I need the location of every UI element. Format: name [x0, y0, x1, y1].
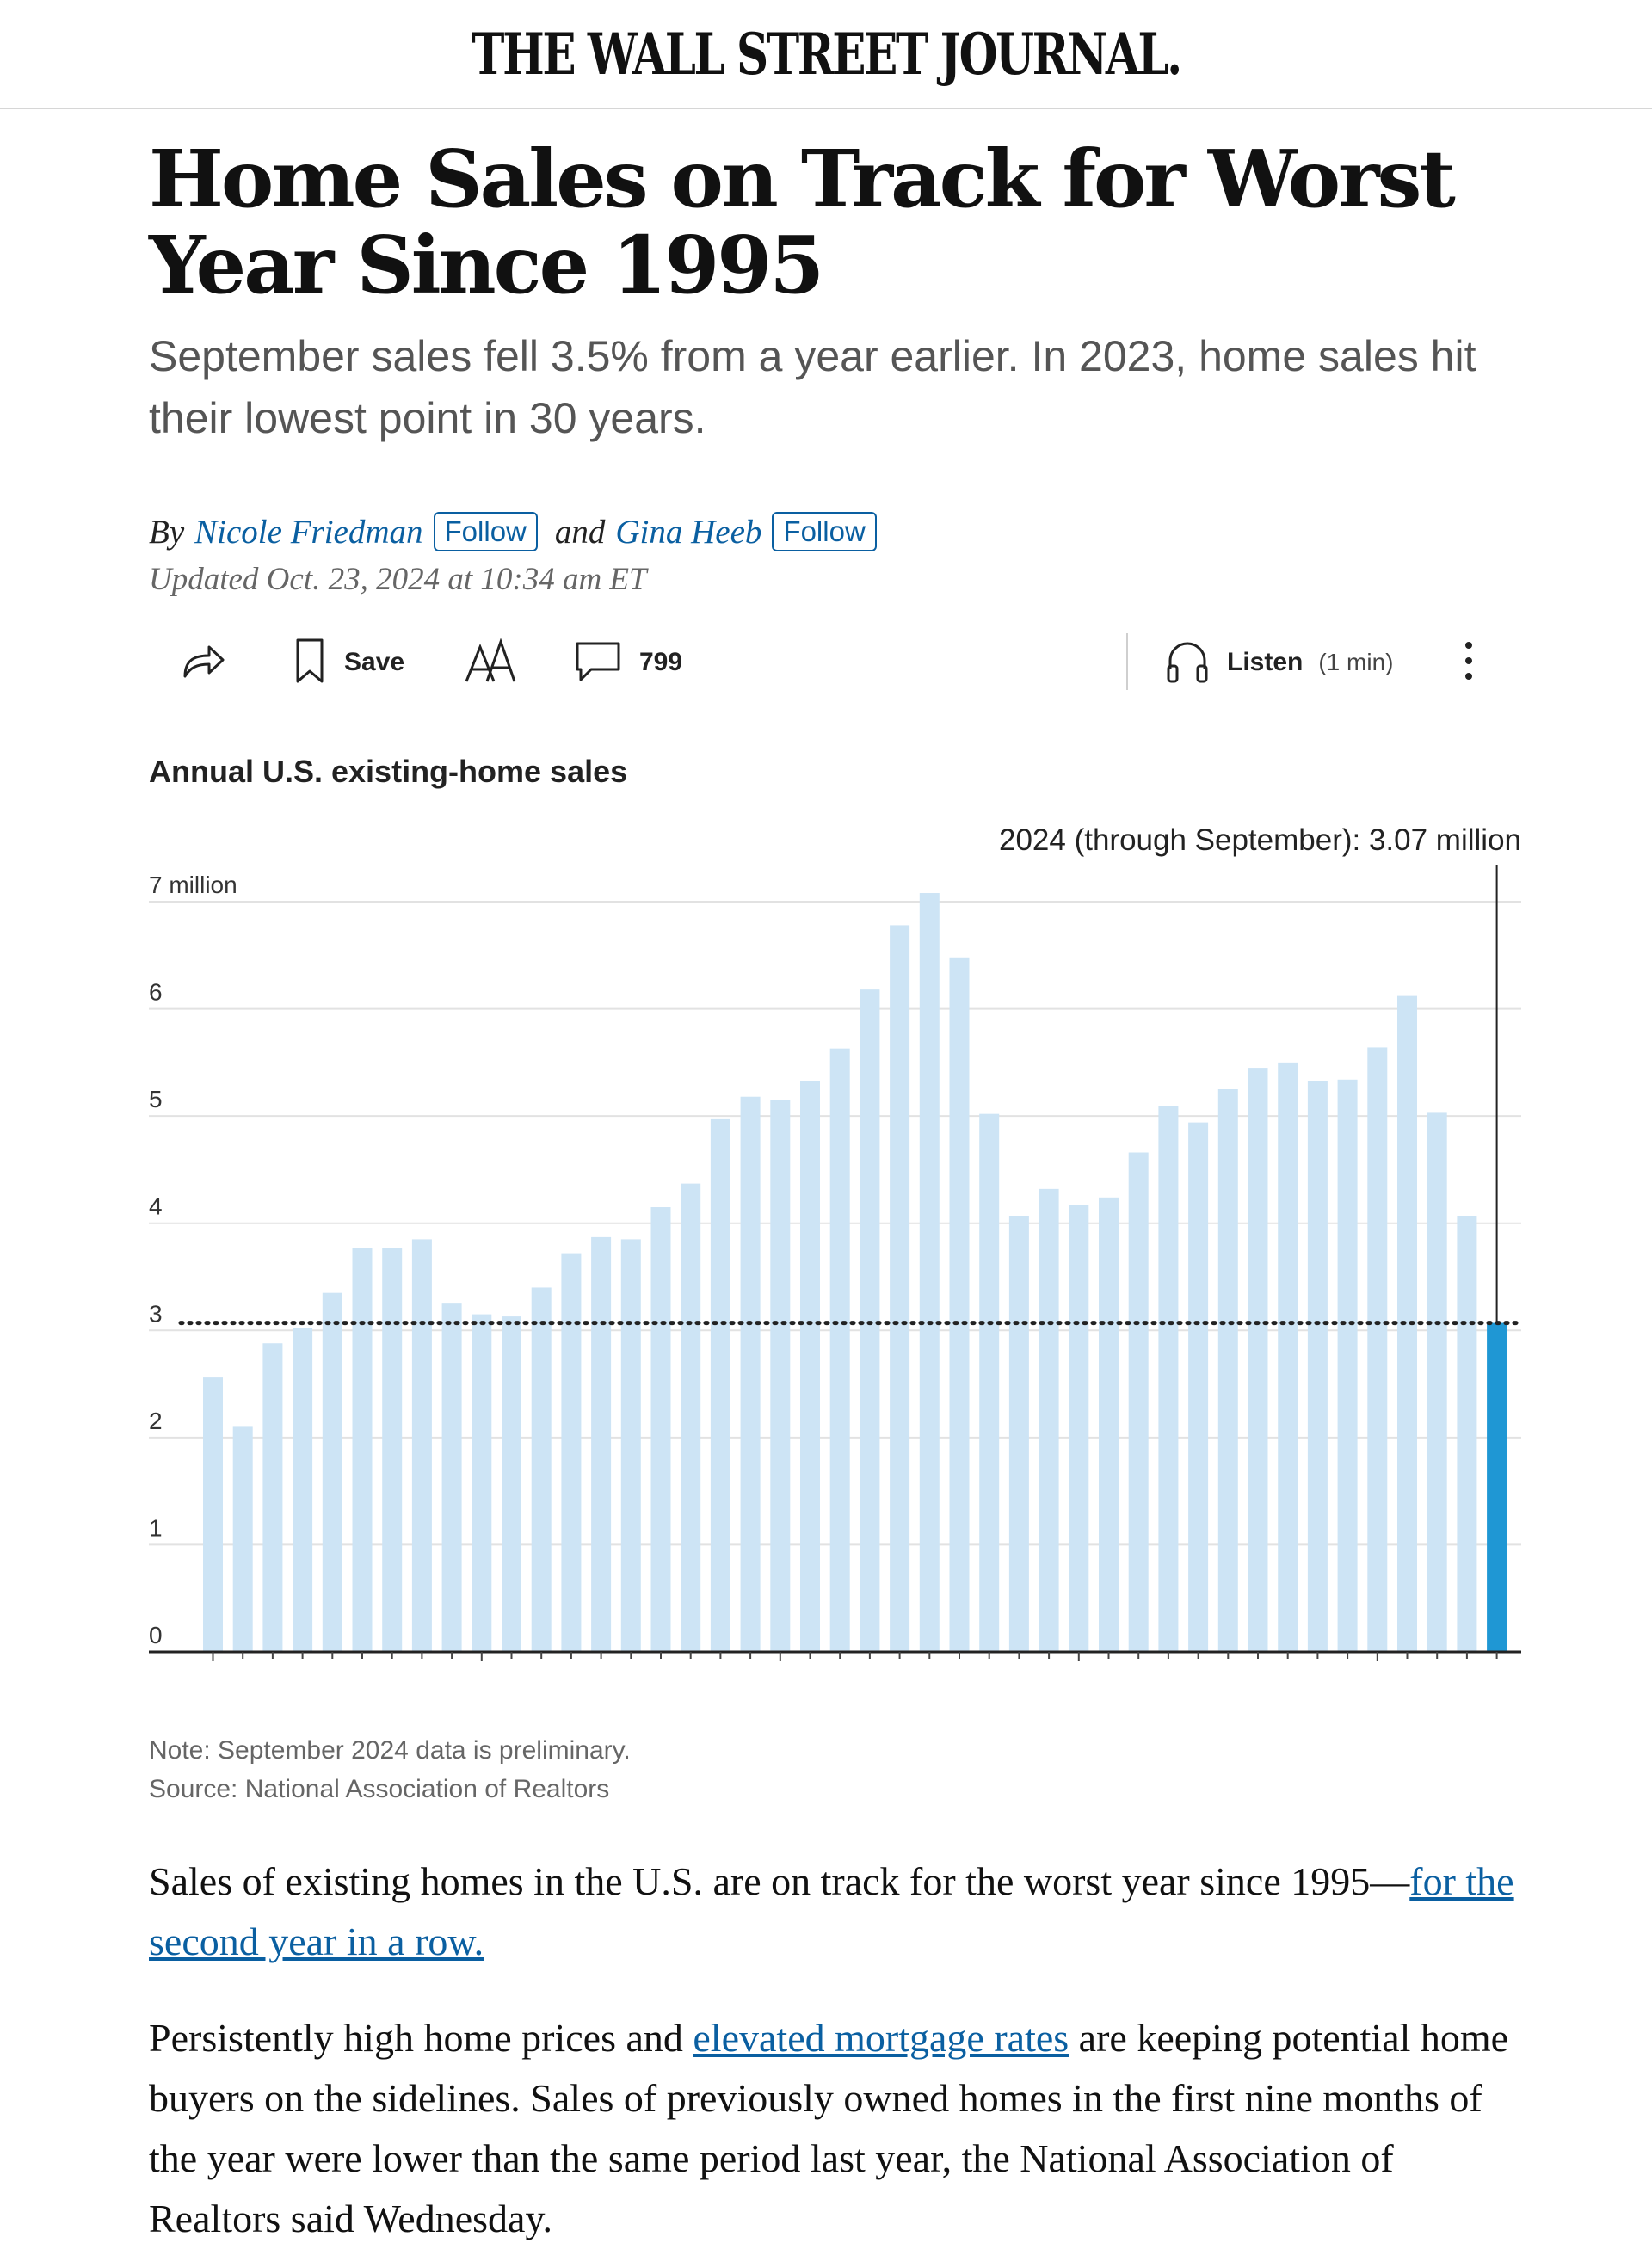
bar: [232, 1426, 253, 1652]
bar: [531, 1287, 552, 1652]
mortgage-rates-link[interactable]: elevated mortgage rates: [693, 2016, 1069, 2060]
bar: [800, 1081, 820, 1652]
annotation-label: 2024 (through September): 3.07 million: [999, 823, 1521, 857]
follow-button-nicole-friedman[interactable]: Follow: [433, 512, 538, 551]
bar: [919, 893, 940, 1652]
text-size-button[interactable]: [463, 635, 520, 690]
chart-source: Source: National Association of Realtors: [149, 1775, 610, 1803]
listen-button[interactable]: Listen (1 min): [1163, 635, 1393, 690]
updated-timestamp: Updated Oct. 23, 2024 at 10:34 am ET: [149, 562, 647, 597]
bar: [1307, 1081, 1328, 1652]
bar: [1158, 1106, 1179, 1652]
bookmark-icon: [291, 635, 329, 691]
bar: [352, 1248, 373, 1652]
bar: [293, 1328, 313, 1652]
headline: Home Sales on Track for Worst Year Since…: [149, 132, 1456, 311]
bar: [1188, 1122, 1209, 1652]
bar: [1039, 1188, 1059, 1652]
y-tick-label: 7 million: [149, 872, 237, 898]
bar: [502, 1316, 521, 1652]
bar: [949, 957, 970, 1652]
byline-and: and: [554, 513, 606, 551]
y-tick-label: 2: [149, 1408, 163, 1434]
more-vertical-icon: [1456, 635, 1482, 691]
author-link-gina-heeb[interactable]: Gina Heeb: [615, 513, 762, 551]
body-paragraph-1: Sales of existing homes in the U.S. are …: [149, 1852, 1526, 1972]
bar: [472, 1314, 492, 1652]
bar: [1397, 995, 1417, 1652]
bar: [829, 1048, 850, 1652]
chart-notes: Note: September 2024 data is preliminary…: [149, 1731, 631, 1808]
bar: [441, 1303, 462, 1652]
bar: [1099, 1197, 1119, 1652]
bar: [1008, 1215, 1029, 1652]
y-tick-label: 0: [149, 1622, 163, 1648]
byline: By Nicole Friedman Follow and Gina Heeb …: [149, 506, 884, 558]
author-link-nicole-friedman[interactable]: Nicole Friedman: [194, 513, 423, 551]
bar: [262, 1343, 283, 1652]
comment-count: 799: [639, 648, 683, 676]
chart-note: Note: September 2024 data is preliminary…: [149, 1736, 631, 1765]
subheadline: September sales fell 3.5% from a year ea…: [149, 332, 1476, 442]
share-icon: [176, 635, 228, 691]
bar: [203, 1377, 223, 1652]
y-tick-label: 5: [149, 1086, 163, 1112]
paragraph-text: Persistently high home prices and: [149, 2016, 693, 2060]
second-year-link[interactable]: for the second year in a row.: [149, 1859, 1514, 1963]
chart-title: Annual U.S. existing-home sales: [149, 754, 628, 789]
bar: [979, 1113, 1000, 1652]
comments-button[interactable]: 799: [572, 635, 682, 690]
y-tick-label: 1: [149, 1514, 163, 1541]
byline-by: By: [149, 513, 185, 551]
bar: [710, 1118, 730, 1652]
bar: [770, 1100, 791, 1652]
bar: [1069, 1205, 1089, 1652]
body-paragraph-2: Persistently high home prices and elevat…: [149, 2008, 1526, 2249]
bar: [1248, 1068, 1268, 1652]
bar: [1367, 1047, 1388, 1652]
y-tick-label: 4: [149, 1193, 163, 1220]
bar: [322, 1292, 342, 1652]
bar: [1128, 1152, 1149, 1652]
article-toolbar: Save 799 Listen (1 min): [0, 619, 1652, 706]
bar: [1217, 1089, 1238, 1652]
bar-highlight: [1487, 1322, 1507, 1652]
bar: [740, 1096, 761, 1652]
headphones-icon: [1163, 635, 1211, 691]
paragraph-text: Sales of existing homes in the U.S. are …: [149, 1859, 1410, 1903]
bar: [382, 1248, 403, 1652]
paragraph-text: are keeping potential home buyers on the…: [149, 2016, 1509, 2240]
bar: [620, 1239, 641, 1652]
bar: [1337, 1079, 1358, 1652]
bar: [411, 1239, 432, 1652]
bar: [561, 1253, 582, 1652]
follow-button-gina-heeb[interactable]: Follow: [772, 512, 877, 551]
bar: [1427, 1112, 1447, 1652]
share-button[interactable]: [176, 635, 228, 690]
bar: [1278, 1062, 1298, 1652]
more-options-button[interactable]: [1456, 635, 1482, 690]
font-size-icon: [463, 635, 520, 691]
bar: [591, 1236, 612, 1652]
listen-duration: (1 min): [1318, 649, 1394, 675]
wsj-logo[interactable]: THE WALL STREET JOURNAL.: [472, 20, 1182, 88]
bar: [681, 1183, 701, 1652]
save-label: Save: [344, 648, 405, 676]
y-tick-label: 3: [149, 1300, 163, 1327]
save-button[interactable]: Save: [291, 635, 404, 690]
y-tick-label: 6: [149, 979, 163, 1006]
bar: [890, 925, 910, 1652]
masthead: THE WALL STREET JOURNAL.: [0, 0, 1652, 109]
bar: [1457, 1215, 1477, 1652]
comment-icon: [572, 635, 624, 691]
bar: [650, 1207, 671, 1652]
listen-label: Listen: [1227, 648, 1304, 676]
toolbar-divider: [1126, 633, 1128, 690]
